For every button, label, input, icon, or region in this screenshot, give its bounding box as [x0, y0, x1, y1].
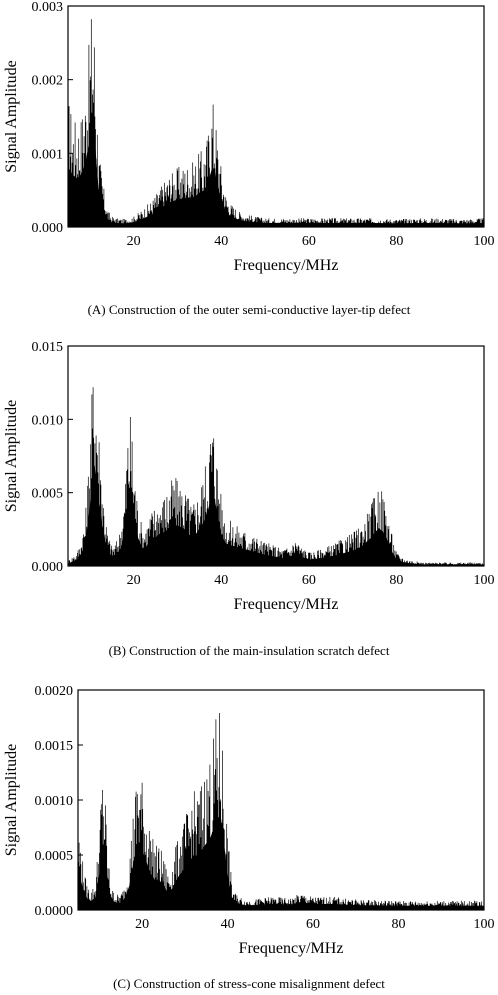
y-tick-label: 0.0000 [35, 904, 74, 919]
y-tick-label: 0.0015 [35, 739, 74, 754]
plot-frame [67, 5, 485, 228]
chart-c-caption: (C) Construction of stress-cone misalign… [113, 976, 385, 991]
chart-panel-a: 20 40 60 80 100 0.000 0.001 0.002 0.003 Frequency… [0, 0, 498, 330]
x-tick-label: 80 [389, 234, 403, 249]
x-tick-label: 20 [135, 917, 149, 932]
y-axis-title: Signal Amplitude [3, 60, 20, 172]
spectrum-series [78, 713, 484, 910]
plot-frame [67, 345, 485, 567]
spectrum-envelope [68, 117, 484, 227]
spectrum-envelope [68, 465, 484, 566]
chart-b-svg: 20 40 60 80 100 0.000 0.005 0.010 0.015 Frequency… [3, 340, 495, 613]
x-tick-label: 40 [221, 917, 235, 932]
y-tick-label: 0.010 [32, 413, 64, 428]
chart-panel-c: 20 40 60 80 100 0.0000 0.0005 0.0010 0.0015 0.002… [0, 676, 498, 995]
x-tick-label: 60 [306, 917, 320, 932]
y-tick-label: 0.005 [32, 487, 64, 502]
y-axis-title: Signal Amplitude [3, 400, 20, 512]
y-tick-label: 0.0020 [35, 684, 74, 699]
x-tick-label: 60 [302, 573, 316, 588]
x-tick-label: 100 [474, 573, 495, 588]
y-tick-label: 0.015 [32, 340, 64, 355]
x-tick-label: 100 [474, 917, 495, 932]
y-tick-label: 0.003 [32, 0, 64, 15]
chart-b-caption: (B) Construction of the main-insulation … [108, 643, 390, 658]
y-axis-title: Signal Amplitude [3, 744, 20, 856]
y-tick-label: 0.001 [32, 147, 64, 162]
x-tick-label: 20 [127, 234, 141, 249]
chart-c-svg: 20 40 60 80 100 0.0000 0.0005 0.0010 0.0015 0.002… [3, 684, 495, 957]
chart-a-caption: (A) Construction of the outer semi-condu… [87, 302, 411, 317]
x-tick-label: 80 [389, 573, 403, 588]
chart-a-svg: 20 40 60 80 100 0.000 0.001 0.002 0.003 Frequency… [3, 0, 495, 274]
y-tick-label: 0.0005 [35, 849, 74, 864]
x-tick-label: 40 [214, 573, 228, 588]
spectrum-series [68, 387, 485, 566]
x-tick-label: 100 [474, 234, 495, 249]
y-tick-label: 0.000 [32, 221, 64, 236]
x-tick-label: 60 [302, 234, 316, 249]
x-axis-title: Frequency/MHz [234, 596, 339, 613]
spectrum-series [68, 19, 485, 227]
chart-panel-b: 20 40 60 80 100 0.000 0.005 0.010 0.015 Frequency… [0, 336, 498, 666]
spectrum-bars [68, 19, 485, 227]
spectrum-envelope [78, 816, 484, 910]
x-axis-title: Frequency/MHz [239, 940, 344, 957]
x-tick-label: 40 [214, 234, 228, 249]
x-tick-label: 80 [392, 917, 406, 932]
x-axis-title: Frequency/MHz [234, 257, 339, 274]
y-tick-label: 0.002 [32, 74, 64, 89]
y-tick-label: 0.0010 [35, 794, 74, 809]
x-tick-label: 20 [127, 573, 141, 588]
y-tick-label: 0.000 [32, 560, 64, 575]
